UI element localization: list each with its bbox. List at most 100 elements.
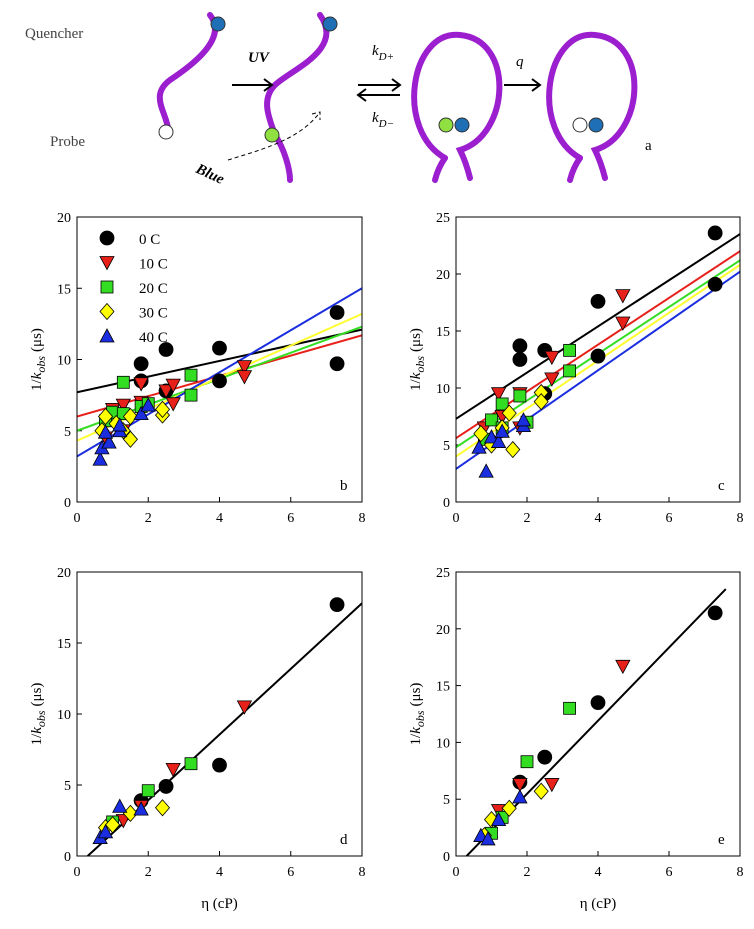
point bbox=[515, 412, 532, 427]
quencher-dot bbox=[210, 16, 226, 32]
x-tick-label: 0 bbox=[453, 865, 460, 880]
point bbox=[505, 440, 521, 459]
x-tick-label: 6 bbox=[287, 511, 294, 526]
y-label-prefix: 1/ bbox=[29, 733, 45, 746]
y-label-unit: (μs) bbox=[29, 328, 45, 352]
panel-label: a bbox=[645, 138, 652, 154]
point bbox=[495, 397, 509, 411]
legend-marker bbox=[99, 302, 115, 321]
point bbox=[490, 387, 507, 402]
y-label-sub: obs bbox=[34, 710, 48, 727]
probe-dot bbox=[438, 117, 454, 133]
point bbox=[563, 364, 576, 378]
point bbox=[184, 368, 198, 382]
quencher-label: Quencher bbox=[25, 26, 83, 42]
x-tick-label: 2 bbox=[145, 511, 152, 526]
x-tick-label: 2 bbox=[524, 511, 531, 526]
point bbox=[533, 393, 549, 411]
x-tick-label: 8 bbox=[737, 865, 744, 880]
point bbox=[473, 424, 489, 443]
q-label: q bbox=[516, 54, 524, 70]
panel-label: b bbox=[340, 478, 348, 494]
y-tick-label: 0 bbox=[443, 496, 450, 511]
x-tick-label: 8 bbox=[737, 511, 744, 526]
y-label-unit: (μs) bbox=[408, 328, 424, 352]
y-tick-label: 20 bbox=[436, 268, 450, 283]
y-label-unit: (μs) bbox=[29, 683, 45, 707]
point bbox=[133, 801, 149, 816]
k: k bbox=[372, 43, 379, 59]
x-tick-label: 6 bbox=[666, 865, 673, 880]
y-tick-label: 20 bbox=[57, 211, 71, 226]
point bbox=[165, 378, 181, 393]
point bbox=[480, 831, 496, 846]
y-tick-label: 25 bbox=[436, 211, 450, 226]
point bbox=[512, 778, 528, 793]
y-tick-label: 5 bbox=[64, 425, 71, 440]
point bbox=[165, 397, 181, 412]
point bbox=[329, 597, 345, 613]
point bbox=[544, 372, 560, 387]
y-label-sub: obs bbox=[413, 356, 427, 373]
point bbox=[122, 407, 138, 426]
point bbox=[707, 225, 723, 241]
point bbox=[615, 316, 631, 331]
y-axis-label: 1/kobs (μs) bbox=[29, 683, 48, 746]
y-label-k: k bbox=[408, 727, 424, 734]
y-label-k: k bbox=[29, 372, 45, 379]
y-tick-label: 5 bbox=[443, 439, 450, 454]
point bbox=[154, 799, 171, 817]
y-tick-label: 10 bbox=[57, 354, 71, 369]
point bbox=[184, 757, 198, 771]
x-tick-label: 8 bbox=[359, 511, 366, 526]
y-axis-label: 1/kobs (μs) bbox=[408, 683, 427, 746]
k: k bbox=[372, 110, 379, 126]
point bbox=[513, 389, 527, 403]
chart: 0 2 4 6 8 0 5 10 15 20 25 e η (cP) 1/kobs (μs) bbox=[408, 566, 744, 912]
point bbox=[563, 343, 576, 357]
legend-marker bbox=[99, 230, 115, 246]
k-plus: kD+ bbox=[372, 43, 394, 63]
point bbox=[490, 433, 507, 448]
quencher-dot bbox=[588, 117, 604, 133]
y-tick-label: 15 bbox=[436, 325, 450, 340]
point bbox=[158, 779, 174, 794]
y-tick-label: 0 bbox=[443, 850, 450, 865]
point bbox=[563, 701, 576, 715]
arrow bbox=[232, 78, 274, 92]
quencher-dot bbox=[454, 117, 470, 133]
x-tick-label: 4 bbox=[595, 865, 602, 880]
point bbox=[141, 784, 155, 798]
point bbox=[115, 398, 131, 413]
point bbox=[707, 605, 723, 621]
x-axis-label: η (cP) bbox=[580, 896, 617, 912]
point bbox=[158, 342, 174, 357]
point bbox=[101, 434, 117, 449]
k-sub: D+ bbox=[378, 51, 394, 63]
point bbox=[184, 388, 198, 402]
y-tick-label: 10 bbox=[436, 382, 450, 397]
point bbox=[533, 782, 549, 800]
point bbox=[236, 700, 253, 715]
point bbox=[212, 340, 227, 356]
y-label-k: k bbox=[29, 727, 45, 734]
loop bbox=[411, 31, 503, 181]
point bbox=[590, 293, 606, 309]
panel-label: d bbox=[340, 832, 348, 848]
plot-frame bbox=[455, 571, 741, 857]
y-tick-label: 20 bbox=[436, 623, 450, 638]
arrow bbox=[358, 78, 402, 92]
point bbox=[329, 356, 345, 372]
point bbox=[512, 338, 528, 354]
point bbox=[165, 762, 181, 778]
legend-label: 20 C bbox=[139, 281, 168, 297]
plot-frame bbox=[455, 216, 741, 503]
plot-frame bbox=[76, 571, 363, 857]
legend-label: 30 C bbox=[139, 306, 168, 322]
dashed-arrow bbox=[227, 111, 321, 161]
chart: 0 2 4 6 8 0 5 10 15 20 b 0 C 10 C 20 C 30 C 40 C 1/kobs (… bbox=[29, 211, 366, 526]
point bbox=[707, 276, 723, 292]
point bbox=[212, 757, 227, 773]
k-minus: kD− bbox=[372, 110, 394, 130]
x-axis-label: η (cP) bbox=[201, 896, 238, 912]
